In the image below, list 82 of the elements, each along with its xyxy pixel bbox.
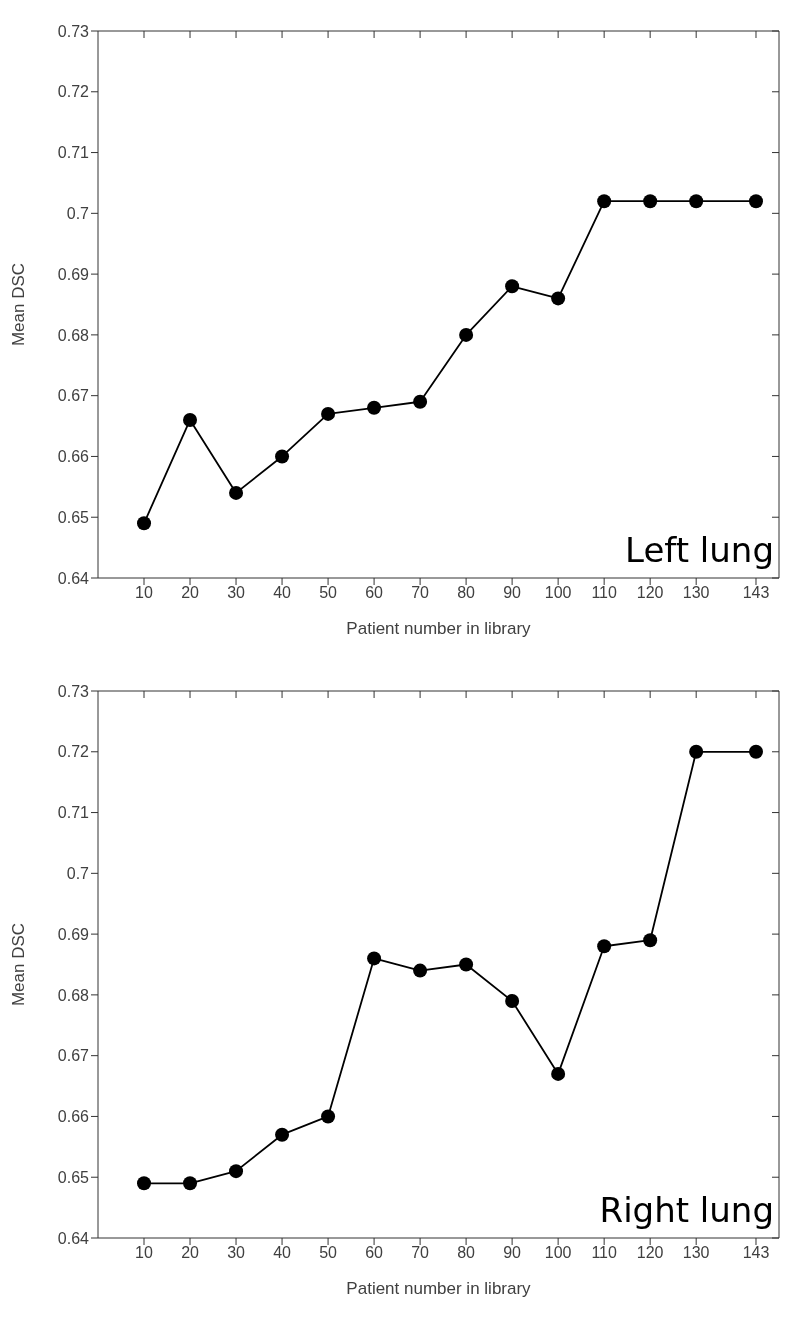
- x-tick-label: 120: [636, 1244, 664, 1262]
- y-tick-label: 0.7: [66, 205, 90, 223]
- y-tick-label: 0.72: [57, 743, 90, 761]
- point: [459, 957, 474, 972]
- y-tick-label: 0.65: [57, 508, 90, 526]
- x-tick-label: 110: [591, 584, 617, 602]
- y-axis-title: Mean DSC: [9, 922, 29, 1007]
- point: [413, 963, 428, 978]
- x-tick-label: 130: [682, 1244, 710, 1262]
- x-tick-label: 70: [411, 584, 430, 602]
- point: [275, 449, 290, 464]
- point: [748, 744, 763, 759]
- x-tick-label: 120: [636, 584, 664, 602]
- y-axis-title: Mean DSC: [9, 262, 29, 347]
- x-tick-label: 143: [742, 584, 770, 602]
- y-tick-label: 0.71: [57, 804, 90, 822]
- x-axis-title: Patient number in library: [346, 1279, 532, 1298]
- x-tick-label: 100: [544, 1244, 572, 1262]
- x-tick-label: 70: [411, 1244, 430, 1262]
- x-tick-label: 50: [319, 584, 338, 602]
- x-tick-label: 90: [503, 584, 522, 602]
- y-tick-label: 0.65: [57, 1168, 90, 1186]
- x-tick-label: 100: [544, 584, 572, 602]
- x-tick-label: 20: [181, 1244, 200, 1262]
- x-tick-label: 130: [682, 584, 710, 602]
- y-tick-label: 0.68: [57, 326, 90, 344]
- x-tick-label: 30: [227, 1244, 246, 1262]
- y-tick-label: 0.67: [57, 387, 90, 405]
- x-tick-label: 60: [365, 1244, 384, 1262]
- point: [183, 412, 198, 427]
- point: [321, 1109, 336, 1124]
- x-tick-label: 110: [591, 1244, 617, 1262]
- y-tick-label: 0.66: [57, 1108, 90, 1126]
- x-axis-title: Patient number in library: [346, 619, 532, 638]
- point: [689, 194, 704, 209]
- x-tick-label: 60: [365, 584, 384, 602]
- x-tick-label: 40: [273, 1244, 292, 1262]
- x-tick-label: 50: [319, 1244, 338, 1262]
- annotation: Right lung: [599, 1190, 774, 1230]
- point: [597, 939, 612, 954]
- x-tick-label: 80: [457, 584, 476, 602]
- point: [459, 327, 474, 342]
- y-tick-label: 0.68: [57, 986, 90, 1004]
- point: [689, 744, 704, 759]
- point: [505, 993, 520, 1008]
- y-tick-label: 0.69: [57, 265, 90, 283]
- annotation: Left lung: [625, 530, 774, 570]
- point: [321, 406, 336, 421]
- point: [551, 291, 566, 306]
- x-tick-label: 80: [457, 1244, 476, 1262]
- point: [229, 485, 244, 500]
- x-tick-label: 20: [181, 584, 200, 602]
- y-tick-label: 0.69: [57, 925, 90, 943]
- y-tick-label: 0.64: [57, 1229, 90, 1247]
- x-tick-label: 90: [503, 1244, 522, 1262]
- y-tick-label: 0.71: [57, 144, 90, 162]
- point: [137, 516, 152, 531]
- point: [643, 933, 658, 948]
- y-tick-label: 0.66: [57, 448, 90, 466]
- y-tick-label: 0.64: [57, 569, 90, 587]
- y-tick-label: 0.73: [57, 22, 90, 40]
- point: [137, 1176, 152, 1191]
- y-tick-label: 0.67: [57, 1047, 90, 1065]
- point: [367, 951, 382, 966]
- point: [505, 279, 520, 294]
- x-tick-label: 30: [227, 584, 246, 602]
- point: [551, 1066, 566, 1081]
- x-tick-label: 10: [135, 1244, 154, 1262]
- point: [748, 194, 763, 209]
- point: [367, 400, 382, 415]
- x-tick-label: 143: [742, 1244, 770, 1262]
- y-tick-label: 0.7: [66, 865, 90, 883]
- point: [229, 1164, 244, 1179]
- x-tick-label: 10: [135, 584, 154, 602]
- y-tick-label: 0.73: [57, 682, 90, 700]
- point: [597, 194, 612, 209]
- point: [643, 194, 658, 209]
- point: [413, 394, 428, 409]
- point: [183, 1176, 198, 1191]
- x-tick-label: 40: [273, 584, 292, 602]
- point: [275, 1127, 290, 1142]
- y-tick-label: 0.72: [57, 83, 90, 101]
